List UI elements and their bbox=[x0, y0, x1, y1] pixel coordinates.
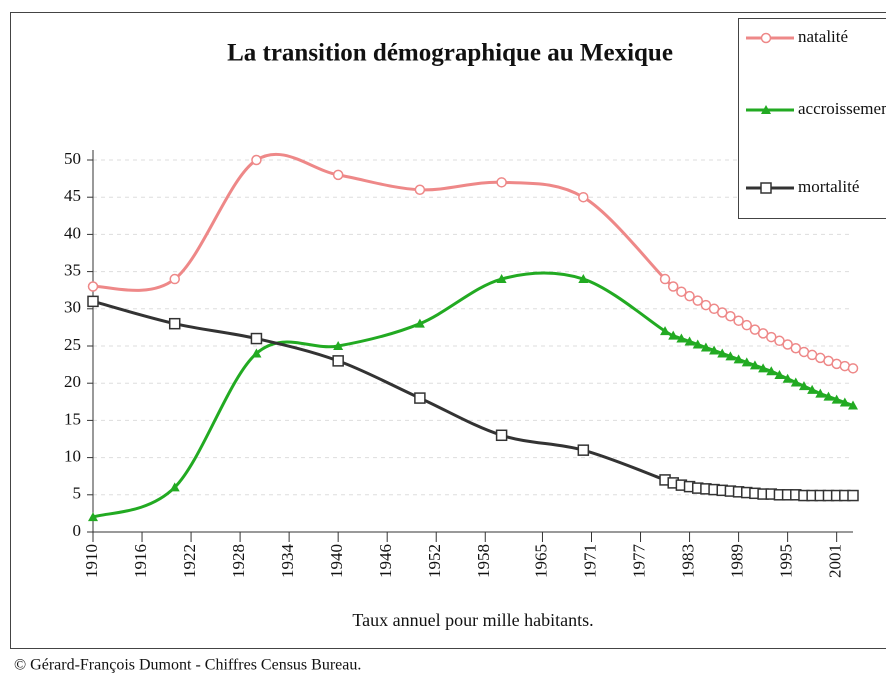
source: © Gérard-François Dumont - Chiffres Cens… bbox=[14, 657, 361, 674]
data-point bbox=[815, 388, 826, 398]
data-point bbox=[496, 177, 507, 188]
x-tick-label: 1965 bbox=[531, 544, 550, 578]
x-tick-label: 1916 bbox=[131, 544, 150, 578]
data-point bbox=[766, 366, 777, 376]
y-tick-label: 45 bbox=[64, 186, 81, 205]
y-tick-label: 15 bbox=[64, 409, 81, 428]
data-point bbox=[847, 363, 859, 374]
data-point bbox=[774, 370, 785, 380]
data-point bbox=[733, 354, 744, 364]
data-point bbox=[577, 444, 590, 456]
x-tick-label: 1910 bbox=[82, 544, 101, 578]
x-tick-label: 1940 bbox=[327, 544, 346, 578]
data-point bbox=[684, 336, 695, 346]
data-point bbox=[758, 363, 769, 373]
data-point bbox=[807, 384, 818, 394]
data-point bbox=[578, 191, 589, 203]
x-tick-label: 1971 bbox=[580, 544, 599, 578]
chart-title: La transition démographique au Mexique bbox=[227, 40, 673, 67]
y-tick-label: 5 bbox=[73, 484, 82, 503]
data-point bbox=[250, 332, 263, 345]
data-point bbox=[782, 373, 793, 383]
legend-marker bbox=[760, 182, 772, 194]
y-tick-label: 35 bbox=[64, 261, 81, 280]
data-point bbox=[676, 333, 687, 343]
y-tick-label: 20 bbox=[64, 372, 81, 391]
x-tick-label: 1922 bbox=[180, 544, 199, 578]
data-point bbox=[709, 345, 720, 355]
data-point bbox=[87, 295, 99, 308]
data-point bbox=[168, 317, 181, 330]
data-point bbox=[725, 351, 736, 361]
x-tick-label: 2001 bbox=[826, 544, 845, 578]
x-tick-label: 1934 bbox=[278, 544, 297, 579]
y-tick-label: 30 bbox=[64, 298, 81, 317]
data-point bbox=[798, 381, 809, 391]
x-axis-label: Taux annuel pour mille habitants. bbox=[352, 610, 593, 630]
data-point bbox=[847, 489, 859, 502]
data-point bbox=[169, 273, 180, 285]
data-point bbox=[692, 295, 703, 306]
data-point bbox=[87, 281, 99, 292]
data-point bbox=[332, 169, 344, 181]
x-tick-label: 1989 bbox=[727, 544, 746, 578]
data-point bbox=[667, 281, 679, 292]
data-point bbox=[733, 315, 744, 326]
x-tick-label: 1977 bbox=[629, 544, 648, 579]
data-point bbox=[251, 154, 262, 166]
data-point bbox=[741, 319, 753, 331]
data-point bbox=[741, 357, 752, 367]
data-point bbox=[684, 290, 695, 302]
legend-label: mortalité bbox=[798, 177, 859, 196]
x-tick-label: 1983 bbox=[678, 544, 697, 578]
data-point bbox=[660, 326, 671, 336]
legend-marker bbox=[761, 105, 771, 114]
data-point bbox=[332, 355, 344, 367]
data-point bbox=[676, 286, 687, 297]
legend-label: natalité bbox=[798, 27, 848, 46]
data-point bbox=[823, 391, 834, 401]
data-point bbox=[496, 274, 507, 284]
y-tick-label: 0 bbox=[73, 521, 82, 540]
data-point bbox=[333, 341, 344, 350]
data-point bbox=[668, 330, 679, 340]
data-point bbox=[790, 377, 801, 387]
legend-marker bbox=[760, 32, 772, 44]
data-point bbox=[88, 512, 98, 522]
data-point bbox=[839, 397, 850, 407]
x-tick-label: 1946 bbox=[376, 544, 395, 578]
x-tick-label: 1952 bbox=[425, 544, 444, 578]
y-tick-label: 50 bbox=[64, 149, 81, 168]
y-tick-label: 40 bbox=[64, 223, 81, 242]
legend-label: accroissement naturel bbox=[798, 99, 886, 118]
data-point bbox=[692, 339, 703, 349]
data-point bbox=[169, 482, 180, 492]
data-point bbox=[251, 348, 262, 358]
data-point bbox=[578, 274, 589, 284]
data-point bbox=[495, 429, 508, 442]
x-tick-label: 1995 bbox=[777, 544, 796, 578]
data-point bbox=[717, 348, 728, 358]
data-point bbox=[700, 342, 711, 352]
x-tick-label: 1928 bbox=[229, 544, 248, 578]
data-point bbox=[414, 392, 426, 404]
data-point bbox=[831, 394, 842, 404]
data-point bbox=[414, 184, 426, 196]
x-tick-label: 1958 bbox=[474, 544, 493, 578]
data-point bbox=[725, 310, 736, 322]
y-tick-label: 10 bbox=[64, 447, 81, 466]
data-point bbox=[749, 360, 760, 370]
data-point bbox=[414, 318, 425, 328]
data-point bbox=[848, 400, 858, 410]
y-tick-label: 25 bbox=[64, 335, 81, 354]
data-point bbox=[659, 273, 671, 285]
